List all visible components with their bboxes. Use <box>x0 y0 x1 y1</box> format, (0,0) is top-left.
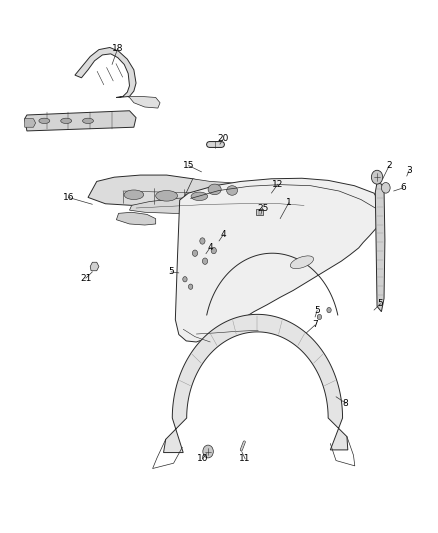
Polygon shape <box>117 212 155 225</box>
Text: 15: 15 <box>183 161 194 170</box>
Polygon shape <box>90 262 99 271</box>
Circle shape <box>192 250 198 256</box>
Circle shape <box>200 238 205 244</box>
Polygon shape <box>88 175 219 206</box>
Ellipse shape <box>124 190 144 199</box>
Circle shape <box>371 170 383 184</box>
Text: 5: 5 <box>168 268 174 276</box>
Text: 20: 20 <box>218 134 229 143</box>
Polygon shape <box>127 96 160 108</box>
Text: 5: 5 <box>378 299 383 308</box>
Polygon shape <box>25 119 35 127</box>
Circle shape <box>381 182 390 193</box>
Text: 12: 12 <box>272 180 284 189</box>
Text: 8: 8 <box>343 399 349 408</box>
Polygon shape <box>184 179 245 203</box>
Polygon shape <box>75 47 136 98</box>
Ellipse shape <box>155 190 177 201</box>
Polygon shape <box>256 209 263 215</box>
Text: 7: 7 <box>312 320 318 329</box>
Ellipse shape <box>82 118 93 124</box>
Polygon shape <box>175 178 381 342</box>
Circle shape <box>183 277 187 282</box>
Text: 4: 4 <box>221 230 226 239</box>
Text: 6: 6 <box>400 183 406 192</box>
Text: 1: 1 <box>286 198 292 207</box>
Text: 16: 16 <box>63 193 74 202</box>
Text: 21: 21 <box>80 273 92 282</box>
Circle shape <box>211 247 216 254</box>
Circle shape <box>317 314 321 320</box>
Text: 11: 11 <box>240 455 251 463</box>
Circle shape <box>202 258 208 264</box>
Circle shape <box>327 308 331 313</box>
Polygon shape <box>130 195 306 213</box>
Text: 18: 18 <box>112 44 124 53</box>
Text: 25: 25 <box>257 204 268 213</box>
Polygon shape <box>163 314 348 453</box>
Ellipse shape <box>39 118 50 124</box>
Ellipse shape <box>290 256 314 269</box>
Ellipse shape <box>226 185 237 195</box>
Circle shape <box>188 284 193 289</box>
Ellipse shape <box>191 192 208 200</box>
Text: 5: 5 <box>314 305 320 314</box>
Ellipse shape <box>208 184 221 195</box>
Polygon shape <box>375 182 385 312</box>
Text: 2: 2 <box>386 161 392 170</box>
Circle shape <box>203 445 213 458</box>
Text: 3: 3 <box>406 166 412 175</box>
Ellipse shape <box>61 118 72 124</box>
Text: 10: 10 <box>197 455 208 463</box>
Polygon shape <box>25 111 136 131</box>
Text: 4: 4 <box>208 243 213 252</box>
